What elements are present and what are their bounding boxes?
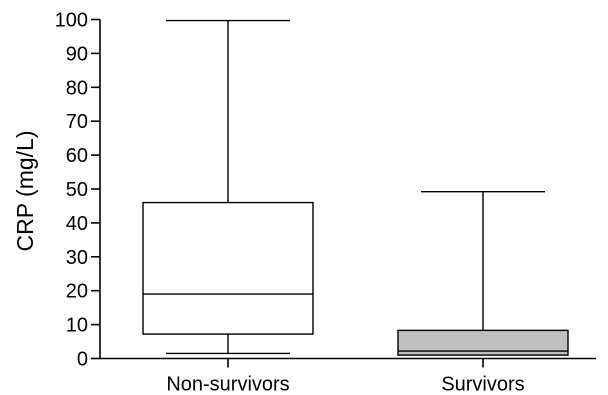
y-tick-label: 100 [55,10,88,32]
y-tick-label: 60 [66,145,88,167]
y-tick-label: 40 [66,213,88,235]
y-tick-label: 30 [66,247,88,269]
y-tick-label: 50 [66,179,88,201]
y-tick-label: 70 [66,111,88,133]
x-axis: Non-survivors Survivors [100,357,596,395]
y-tick-label: 0 [77,349,88,371]
y-axis-title: CRP (mg/L) [12,131,38,252]
y-axis: 0 10 20 30 40 50 60 70 80 90 100 [55,10,101,371]
boxes [142,19,569,356]
y-tick-label: 90 [66,43,88,65]
x-tick-label: Survivors [441,374,524,395]
y-tick-label: 10 [66,315,88,337]
box-survivors [397,191,569,356]
y-tick-label: 20 [66,281,88,303]
y-tick-label: 80 [66,77,88,99]
box-non-survivors [142,19,314,355]
iqr-box [142,201,314,335]
x-tick-label: Non-survivors [166,374,289,395]
